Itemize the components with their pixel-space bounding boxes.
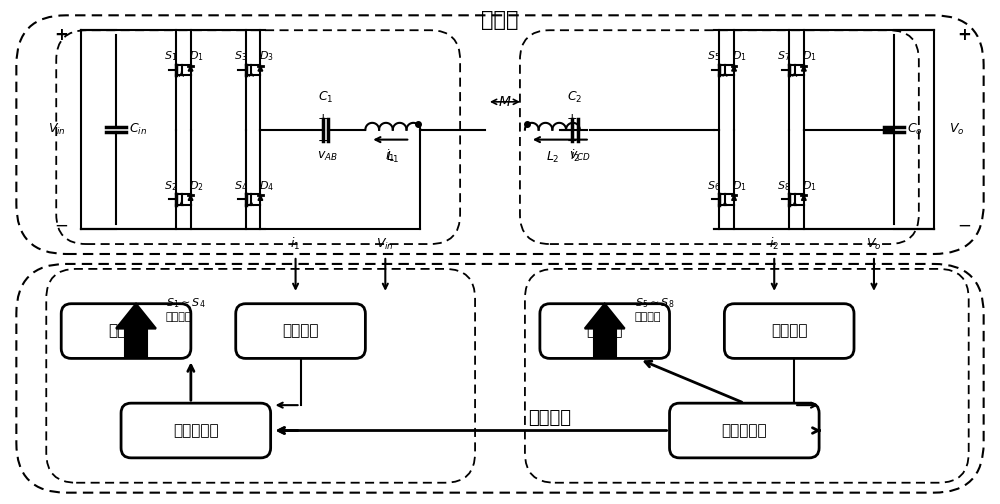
Text: 采样电路: 采样电路: [771, 324, 807, 339]
Text: 主电路: 主电路: [481, 10, 519, 30]
FancyBboxPatch shape: [670, 403, 819, 458]
Text: $D_1$: $D_1$: [732, 49, 747, 63]
Text: 采样电路: 采样电路: [282, 324, 319, 339]
Text: $D_1$: $D_1$: [802, 49, 817, 63]
Text: $i_1$: $i_1$: [290, 236, 301, 252]
Text: $S_5\sim S_8$: $S_5\sim S_8$: [635, 296, 674, 309]
Text: $V_{in}$: $V_{in}$: [48, 122, 66, 137]
Polygon shape: [116, 304, 156, 329]
Text: $S_4$: $S_4$: [234, 179, 247, 193]
Text: $S_1\sim S_4$: $S_1\sim S_4$: [166, 296, 206, 309]
Text: 驱动电路: 驱动电路: [108, 324, 144, 339]
Text: $C_1$: $C_1$: [318, 90, 333, 105]
Text: +: +: [317, 112, 328, 125]
Text: $i_1$: $i_1$: [385, 148, 395, 164]
Text: $V_o$: $V_o$: [866, 237, 882, 252]
Text: $v_{CD}$: $v_{CD}$: [569, 150, 591, 163]
Text: $D_1$: $D_1$: [802, 179, 817, 193]
Text: $v_{AB}$: $v_{AB}$: [317, 150, 338, 163]
Text: $S_3$: $S_3$: [234, 49, 247, 63]
Text: $M$: $M$: [498, 95, 512, 109]
Text: $-$: $-$: [54, 215, 68, 233]
Text: $-$: $-$: [317, 134, 328, 147]
Text: 驱动信号: 驱动信号: [166, 311, 192, 322]
Polygon shape: [732, 66, 736, 71]
Polygon shape: [188, 66, 193, 71]
Polygon shape: [732, 195, 736, 200]
Bar: [594, 329, 616, 358]
Text: $D_4$: $D_4$: [259, 179, 274, 193]
Polygon shape: [801, 195, 806, 200]
Text: $-$: $-$: [566, 134, 577, 147]
Text: $S_7$: $S_7$: [777, 49, 791, 63]
Text: $C_2$: $C_2$: [567, 90, 582, 105]
Text: $C_o$: $C_o$: [907, 122, 923, 137]
Polygon shape: [801, 66, 806, 71]
Polygon shape: [188, 195, 193, 200]
Text: $S_8$: $S_8$: [777, 179, 791, 193]
Polygon shape: [258, 66, 263, 71]
FancyBboxPatch shape: [724, 304, 854, 358]
Text: 原边控制器: 原边控制器: [173, 423, 219, 438]
Text: $V_o$: $V_o$: [949, 122, 964, 137]
Text: $D_1$: $D_1$: [189, 49, 204, 63]
Text: $i_2$: $i_2$: [570, 148, 580, 164]
FancyBboxPatch shape: [236, 304, 365, 358]
Text: +: +: [957, 26, 971, 44]
Text: $-$: $-$: [957, 215, 971, 233]
FancyBboxPatch shape: [540, 304, 670, 358]
Text: +: +: [566, 112, 577, 125]
Text: $L_2$: $L_2$: [546, 150, 559, 165]
Text: 副边控制器: 副边控制器: [722, 423, 767, 438]
Polygon shape: [585, 304, 625, 329]
FancyBboxPatch shape: [121, 403, 271, 458]
Text: 驱动电路: 驱动电路: [586, 324, 623, 339]
Text: 驱动信号: 驱动信号: [635, 311, 661, 322]
Text: $S_1$: $S_1$: [164, 49, 177, 63]
Text: $V_{in}$: $V_{in}$: [376, 237, 394, 252]
Text: $D_3$: $D_3$: [259, 49, 274, 63]
Text: $i_2$: $i_2$: [769, 236, 779, 252]
Text: $S_5$: $S_5$: [707, 49, 721, 63]
Text: $C_{in}$: $C_{in}$: [129, 122, 147, 137]
Polygon shape: [258, 195, 263, 200]
Bar: [125, 329, 147, 358]
Text: $L_1$: $L_1$: [386, 150, 400, 165]
Text: $S_2$: $S_2$: [164, 179, 177, 193]
Text: +: +: [54, 26, 68, 44]
Text: 控制电路: 控制电路: [528, 409, 571, 427]
Text: $D_2$: $D_2$: [189, 179, 204, 193]
FancyBboxPatch shape: [61, 304, 191, 358]
Text: $D_1$: $D_1$: [732, 179, 747, 193]
Text: $S_6$: $S_6$: [707, 179, 721, 193]
